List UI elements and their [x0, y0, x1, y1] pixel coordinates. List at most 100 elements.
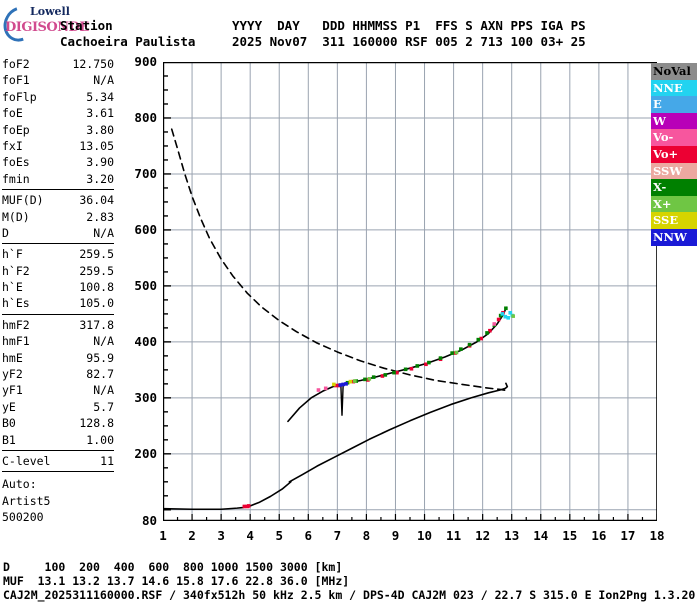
legend-item-noval[interactable]: NoVal — [651, 63, 697, 80]
echo-group-nnw — [338, 382, 348, 387]
y-tick-label-300: 300 — [134, 389, 157, 405]
param-value: 3.20 — [86, 171, 114, 186]
x-tick-label-4: 4 — [246, 528, 254, 543]
param-key: B0 — [2, 416, 16, 431]
param-group-2: h`F 259.5 h`F2 259.5 h`E 100.8 h`Es 105.0 — [2, 246, 114, 315]
param-key: h`F — [2, 247, 23, 262]
x-tick-label-3: 3 — [217, 528, 225, 543]
legend-item-vo[interactable]: Vo- — [651, 129, 697, 146]
x-tick-label-11: 11 — [446, 528, 462, 543]
header-column-values: 2025 Nov07 311 160000 RSF 005 2 713 100 … — [232, 34, 586, 49]
footer-file-info: CAJ2M_2025311160000.RSF / 340fx512h 50 k… — [3, 588, 696, 602]
x-tick-label-1: 1 — [159, 528, 167, 543]
param-row-ye: yE 5.7 — [2, 399, 114, 415]
legend-item-nnw[interactable]: NNW — [651, 228, 697, 246]
param-row-hme: hmE 95.9 — [2, 350, 114, 366]
legend-item-nne[interactable]: NNE — [651, 79, 697, 97]
ionogram-plot-svg — [163, 62, 657, 521]
param-value: N/A — [93, 334, 114, 349]
param-value: 3.61 — [86, 106, 114, 121]
param-row-md: M(D) 2.83 — [2, 209, 114, 225]
echo-group-x — [345, 306, 508, 385]
legend-item-x[interactable]: X- — [651, 179, 697, 196]
param-row-he: h`E 100.8 — [2, 279, 114, 295]
legend-item-e[interactable]: E — [651, 96, 697, 113]
param-value: 95.9 — [86, 350, 114, 365]
legend-item-w[interactable]: W — [651, 112, 697, 130]
param-value: 11 — [100, 453, 114, 468]
param-row-foes: foEs 3.90 — [2, 154, 114, 170]
plot-series-f-region-ordinary-trace — [287, 306, 508, 423]
y-tick-label-800: 800 — [134, 109, 157, 125]
logo-digisonde-text: DIGISONDE — [5, 20, 89, 35]
legend-item-vo[interactable]: Vo+ — [651, 145, 697, 163]
echo-group-vo — [242, 310, 505, 509]
param-row-yf1: yF1 N/A — [2, 382, 114, 398]
param-row-b0: B0 128.8 — [2, 415, 114, 431]
plot-frame — [163, 62, 657, 521]
polarization-legend: NoVal NNE E W Vo- Vo+ SSW X- X+ SSE NNW — [651, 63, 697, 246]
param-value: 317.8 — [79, 317, 114, 332]
param-value: 3.90 — [86, 155, 114, 170]
param-value: 36.04 — [79, 193, 114, 208]
param-row-mufd: MUF(D) 36.04 — [2, 192, 114, 208]
ionogram-plot[interactable] — [163, 62, 657, 521]
param-group-4: C-level 11 — [2, 453, 114, 473]
param-group-3: hmF2 317.8 hmF1 N/A hmE 95.9 yF2 82.7 yF1 N/A yE 5.… — [2, 317, 114, 451]
param-row-d: D N/A — [2, 225, 114, 241]
param-row-fof2: foF2 12.750 — [2, 56, 114, 72]
param-key: D — [2, 225, 9, 240]
param-key: h`F2 — [2, 263, 30, 278]
param-key: fxI — [2, 138, 23, 153]
lowell-digisonde-logo: Lowell DIGISONDE — [0, 0, 106, 48]
param-key: C-level — [2, 453, 51, 468]
param-key: yF1 — [2, 383, 23, 398]
legend-item-x[interactable]: X+ — [651, 195, 697, 213]
param-value: 128.8 — [79, 416, 114, 431]
param-key: foEs — [2, 155, 30, 170]
x-tick-label-12: 12 — [475, 528, 491, 543]
logo-lowell-text: Lowell — [30, 5, 70, 18]
echo-group-sse — [332, 379, 353, 387]
param-value: 105.0 — [79, 296, 114, 311]
param-row-foflp: foFlp 5.34 — [2, 89, 114, 105]
param-key: hmE — [2, 350, 23, 365]
param-key: MUF(D) — [2, 193, 44, 208]
param-key: hmF2 — [2, 317, 30, 332]
x-tick-label-10: 10 — [416, 528, 433, 543]
param-row-fmin: fmin 3.20 — [2, 171, 114, 187]
param-group-0: foF2 12.750 foF1 N/A foFlp 5.34 foE 3.61 foEp 3.8… — [2, 56, 114, 191]
param-row-foe: foE 3.61 — [2, 105, 114, 121]
x-tick-label-13: 13 — [504, 528, 520, 543]
y-tick-label-600: 600 — [134, 221, 157, 237]
autoscaling-line-0: Auto: — [2, 477, 37, 492]
param-key: foE — [2, 106, 23, 121]
param-row-hf: h`F 259.5 — [2, 246, 114, 262]
legend-item-ssw[interactable]: SSW — [651, 162, 697, 180]
param-value: 259.5 — [79, 247, 114, 262]
param-key: fmin — [2, 171, 30, 186]
param-row-hmf2: hmF2 317.8 — [2, 317, 114, 333]
param-value: 12.750 — [72, 57, 114, 71]
x-tick-label-16: 16 — [591, 528, 607, 543]
x-tick-label-2: 2 — [188, 528, 196, 543]
autoscaling-line-2: 500200 — [2, 510, 44, 525]
plot-series-e-region-ordinary-trace — [163, 481, 292, 511]
param-row-b1: B1 1.00 — [2, 432, 114, 448]
legend-item-sse[interactable]: SSE — [651, 212, 697, 229]
header-column-titles: YYYY DAY DDD HHMMSS P1 FFS S AXN PPS IGA… — [232, 18, 586, 33]
header-station-name: Cachoeira Paulista — [60, 34, 196, 49]
plot-minor-ticks — [163, 62, 657, 521]
param-value: 100.8 — [79, 280, 114, 295]
x-tick-label-17: 17 — [620, 528, 636, 543]
param-key: B1 — [2, 432, 16, 447]
param-key: foFlp — [2, 89, 37, 104]
param-value: 2.83 — [86, 209, 114, 224]
y-tick-label-700: 700 — [134, 165, 157, 181]
param-key: foF2 — [2, 57, 30, 71]
param-value: 13.05 — [79, 138, 114, 153]
param-value: N/A — [93, 383, 114, 398]
x-tick-label-8: 8 — [362, 528, 371, 543]
param-value: 3.80 — [86, 122, 114, 137]
param-key: M(D) — [2, 209, 30, 224]
